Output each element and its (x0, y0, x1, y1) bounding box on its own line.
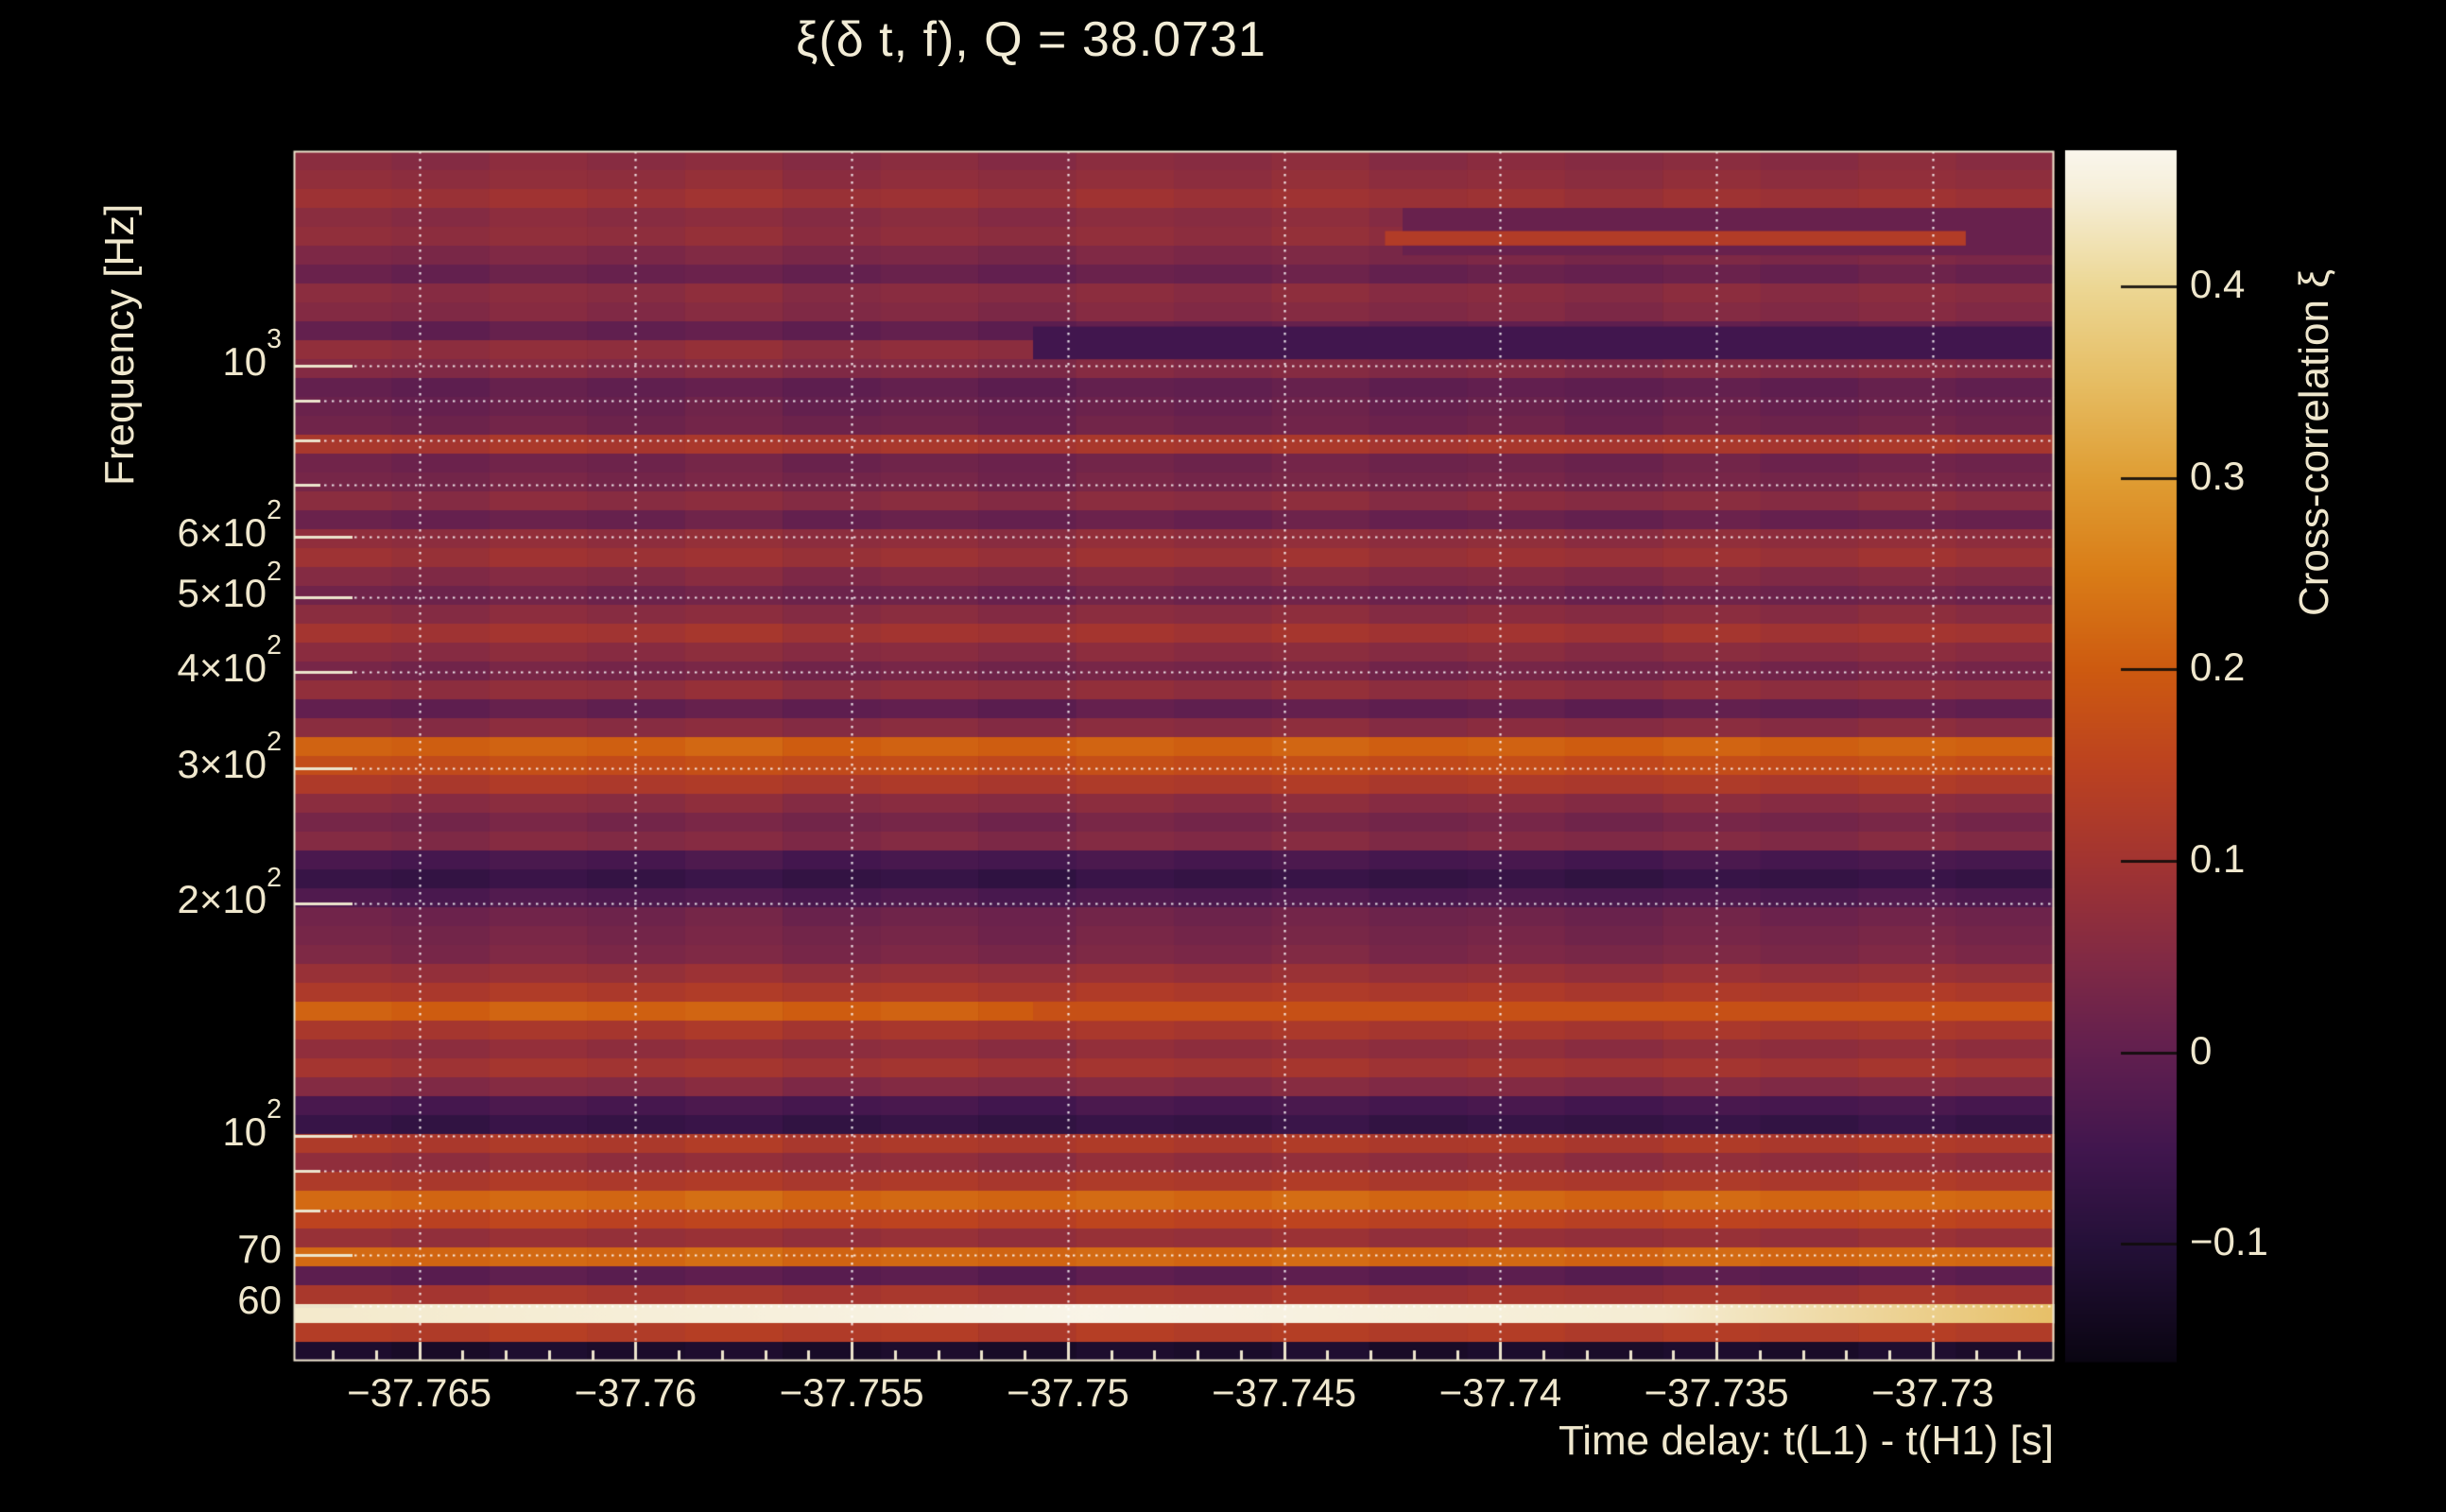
chart-title: ξ(δ t, f), Q = 38.0731 (796, 12, 1266, 67)
colorbar-tick-label: 0.1 (2190, 835, 2246, 881)
y-tick-label: 60 (237, 1278, 282, 1323)
colorbar-tick-label: 0.2 (2190, 644, 2246, 690)
x-tick-label: −37.73 (1871, 1370, 1994, 1415)
colorbar-tick-label: 0.3 (2190, 453, 2246, 498)
y-tick-label: 3×102 (177, 727, 283, 786)
y-tick-label: 102 (222, 1094, 282, 1154)
colorbar-tick-label: −0.1 (2190, 1219, 2268, 1264)
y-tick-label: 6×102 (177, 494, 283, 555)
x-tick-label: −37.755 (779, 1370, 924, 1415)
y-tick-label: 5×102 (177, 556, 283, 616)
colorbar-tick-label: 0.4 (2190, 261, 2246, 306)
x-tick-label: −37.75 (1007, 1370, 1129, 1415)
y-tick-label: 4×102 (177, 630, 283, 691)
x-tick-label: −37.74 (1438, 1370, 1562, 1415)
colorbar-title: Cross-correlation ξ (2291, 269, 2337, 616)
y-tick-label: 103 (222, 324, 282, 384)
x-tick-label: −37.745 (1212, 1370, 1357, 1415)
colorbar (2065, 150, 2177, 1361)
y-tick-label: 70 (237, 1226, 282, 1271)
x-axis-title: Time delay: t(L1) - t(H1) [s] (1558, 1418, 2054, 1464)
x-tick-label: −37.76 (574, 1370, 698, 1415)
x-tick-label: −37.735 (1644, 1370, 1789, 1415)
x-tick-label: −37.765 (347, 1370, 492, 1415)
y-tick-label: 2×102 (177, 862, 283, 922)
plot-area (294, 151, 2054, 1361)
colorbar-tick-label: 0 (2190, 1027, 2213, 1073)
